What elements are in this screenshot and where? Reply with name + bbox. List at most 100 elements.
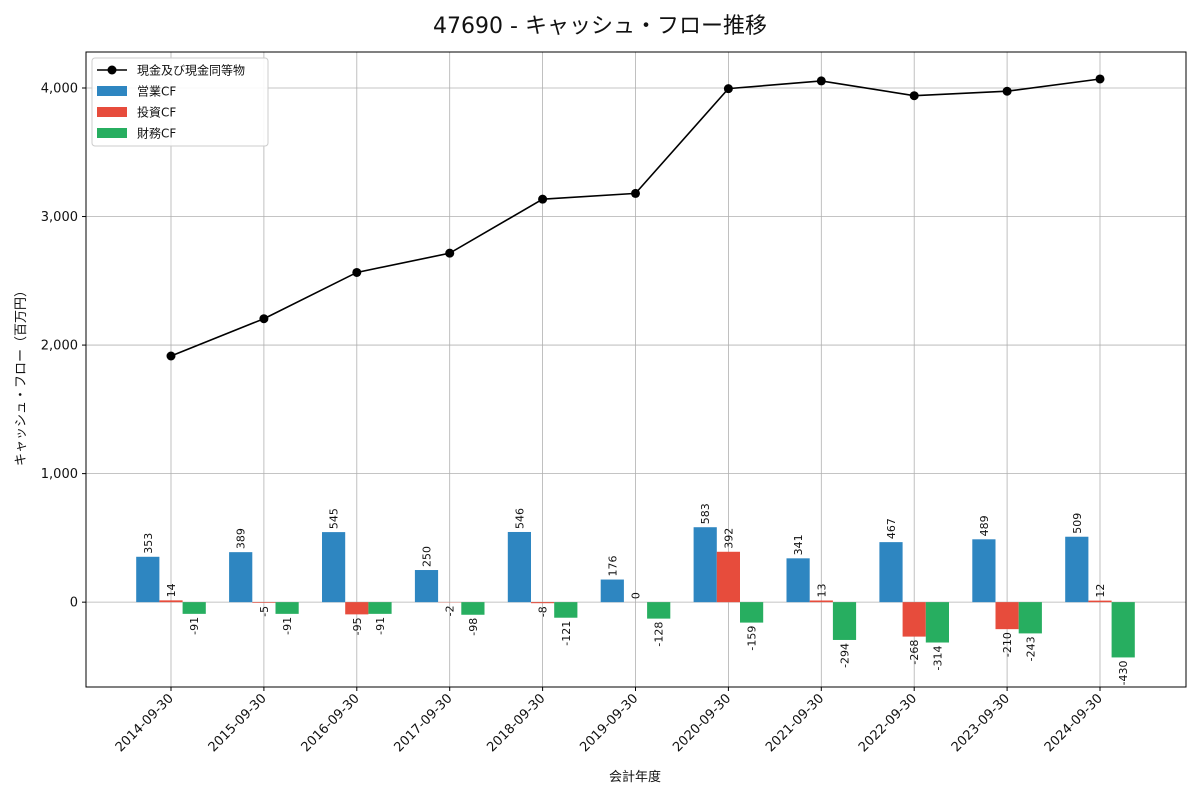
cash-line	[166, 74, 1105, 361]
cash-point	[538, 194, 548, 204]
data-labels: 353 389 545 250 546 176 583 341 467 489 509 14 -5 -95…	[142, 503, 1130, 685]
cash-point	[1095, 74, 1105, 84]
bar-1	[414, 570, 439, 603]
bar-3	[1018, 602, 1042, 634]
data-label: 250	[421, 546, 434, 567]
bar-2	[252, 602, 276, 603]
data-label: 13	[815, 583, 828, 597]
bar-1	[972, 539, 996, 603]
bar-1	[1065, 536, 1089, 603]
bar-2	[902, 602, 926, 637]
bar-1	[136, 556, 160, 603]
bar-3	[368, 602, 392, 614]
legend-line-marker	[107, 65, 117, 75]
legend-swatch	[97, 86, 127, 96]
cash-point	[352, 267, 362, 277]
data-label: 14	[165, 583, 178, 597]
legend-label: 営業CF	[137, 85, 176, 99]
bar-1	[600, 579, 624, 603]
x-tick-label: 2019-09-30	[577, 691, 641, 755]
legend-swatch	[97, 128, 127, 138]
bar-3	[554, 602, 578, 618]
bar-3	[275, 602, 299, 614]
y-tick-label: 0	[70, 596, 78, 611]
x-tick-label: 2024-09-30	[1042, 691, 1106, 755]
bar-3	[740, 602, 764, 623]
data-label: 176	[606, 556, 619, 577]
x-tick-label: 2017-09-30	[391, 691, 455, 755]
bar-2	[716, 551, 740, 603]
data-label: -8	[537, 606, 550, 617]
bar-1	[322, 532, 346, 603]
cash-point	[909, 91, 919, 101]
bar-2	[345, 602, 369, 615]
bar-2	[995, 602, 1019, 630]
chart-title: 47690 - キャッシュ・フロー推移	[433, 14, 767, 39]
bar-3	[182, 602, 206, 614]
legend-swatch	[97, 107, 127, 117]
data-label: 545	[328, 508, 341, 529]
y-tick-label: 1,000	[41, 467, 78, 482]
bar-1	[693, 527, 717, 603]
data-label: -268	[908, 640, 921, 665]
x-tick-label: 2023-09-30	[949, 691, 1013, 755]
data-label: 392	[722, 528, 735, 549]
y-tick-label: 4,000	[41, 81, 78, 96]
x-tick-label: 2018-09-30	[484, 691, 548, 755]
data-label: -128	[653, 622, 666, 647]
legend-label: 投資CF	[137, 105, 176, 120]
bar-1	[786, 558, 810, 603]
data-label: 12	[1094, 584, 1107, 598]
cash-point	[259, 314, 269, 324]
bar-1	[879, 542, 903, 603]
cash-point	[166, 351, 176, 361]
bar-2	[531, 602, 555, 604]
y-axis-label: キャッシュ・フロー（百万円）	[14, 284, 29, 466]
x-tick-label: 2015-09-30	[206, 691, 270, 755]
grid	[86, 52, 1186, 687]
data-label: 341	[792, 534, 805, 555]
bar-3	[832, 602, 857, 640]
y-tick-label: 2,000	[41, 339, 78, 354]
bar-3	[1111, 602, 1135, 658]
legend-label: 現金及び現金同等物	[137, 63, 245, 78]
data-label: 509	[1071, 513, 1084, 534]
data-label: -314	[931, 646, 944, 671]
data-label: -91	[281, 617, 294, 635]
data-label: 389	[235, 528, 248, 549]
bar-2	[809, 600, 833, 603]
axes: 0 1,000 2,000 3,000 4,000 2014-09-30 2015-09-3…	[41, 81, 1106, 755]
data-label: 489	[978, 515, 991, 536]
data-label: 353	[142, 533, 155, 554]
x-tick-label: 2021-09-30	[763, 691, 827, 755]
x-tick-label: 2020-09-30	[670, 691, 734, 755]
data-label: 546	[513, 508, 526, 529]
data-label: -95	[351, 617, 364, 635]
bar-2	[159, 600, 183, 603]
data-label: -2	[444, 605, 457, 616]
bar-2	[1088, 600, 1112, 603]
legend-box	[91, 57, 269, 147]
x-tick-label: 2022-09-30	[856, 691, 920, 755]
data-label: -121	[560, 621, 573, 646]
bar-1	[507, 531, 531, 603]
legend-label: 財務CF	[137, 126, 176, 141]
cash-point	[723, 84, 733, 94]
data-label: -91	[374, 617, 387, 635]
cash-point	[631, 188, 640, 198]
data-label: 0	[630, 592, 643, 599]
x-tick-label: 2016-09-30	[299, 691, 363, 755]
data-label: -294	[839, 643, 852, 668]
cash-point	[1002, 86, 1012, 96]
data-label: -159	[746, 626, 759, 651]
data-label: 467	[885, 518, 898, 539]
bar-1	[229, 552, 253, 603]
data-label: -430	[1117, 660, 1130, 685]
data-label: -5	[258, 606, 271, 617]
bars	[136, 527, 1135, 658]
cash-point	[445, 248, 455, 258]
bar-3	[925, 602, 949, 643]
